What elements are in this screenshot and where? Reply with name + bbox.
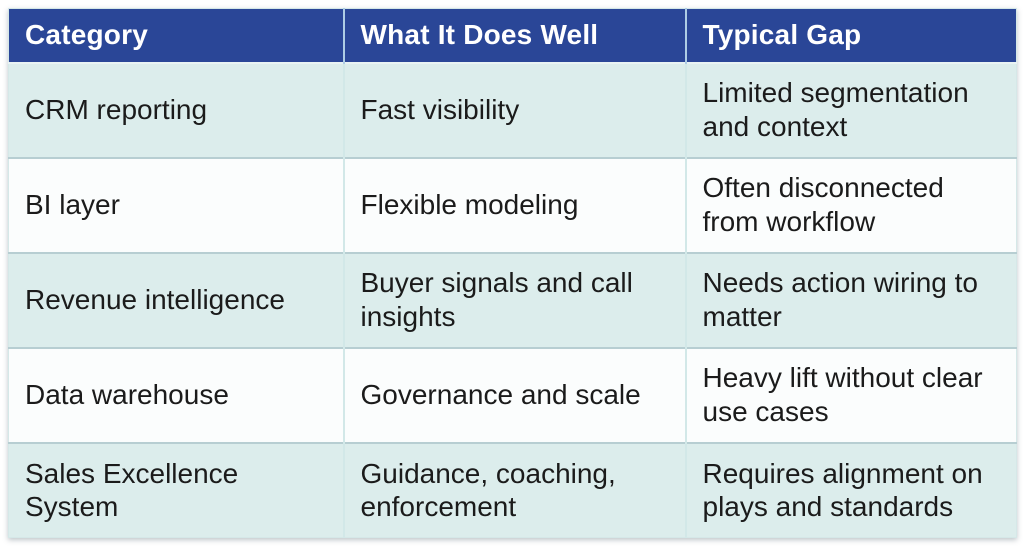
cell-gap: Needs action wiring to matter [684,251,1017,348]
cell-category: Sales Excellence System [8,441,344,538]
cell-category: CRM reporting [8,61,344,158]
column-header-category: Category [8,8,344,63]
table-header: Category What It Does Well Typical Gap [8,8,1017,63]
table-body: CRM reporting Fast visibility Limited se… [8,61,1017,538]
cell-strength: Fast visibility [342,61,686,158]
cell-gap: Often disconnected from workflow [684,156,1017,253]
cell-strength: Governance and scale [342,346,686,443]
cell-category: Data warehouse [8,346,344,443]
header-row: Category What It Does Well Typical Gap [8,8,1017,63]
table-row: Revenue intelligence Buyer signals and c… [8,251,1017,348]
cell-gap: Requires alignment on plays and standard… [684,441,1017,538]
table-row: BI layer Flexible modeling Often disconn… [8,156,1017,253]
cell-strength: Flexible modeling [342,156,686,253]
cell-gap: Heavy lift without clear use cases [684,346,1017,443]
cell-strength: Buyer signals and call insights [342,251,686,348]
table-row: Data warehouse Governance and scale Heav… [8,346,1017,443]
table-row: CRM reporting Fast visibility Limited se… [8,61,1017,158]
column-header-typical-gap: Typical Gap [684,8,1017,63]
cell-category: BI layer [8,156,344,253]
column-header-what-it-does-well: What It Does Well [342,8,686,63]
cell-strength: Guidance, coaching, enforcement [342,441,686,538]
cell-gap: Limited segmentation and context [684,61,1017,158]
table-row: Sales Excellence System Guidance, coachi… [8,441,1017,538]
comparison-table: Category What It Does Well Typical Gap C… [8,8,1017,538]
cell-category: Revenue intelligence [8,251,344,348]
